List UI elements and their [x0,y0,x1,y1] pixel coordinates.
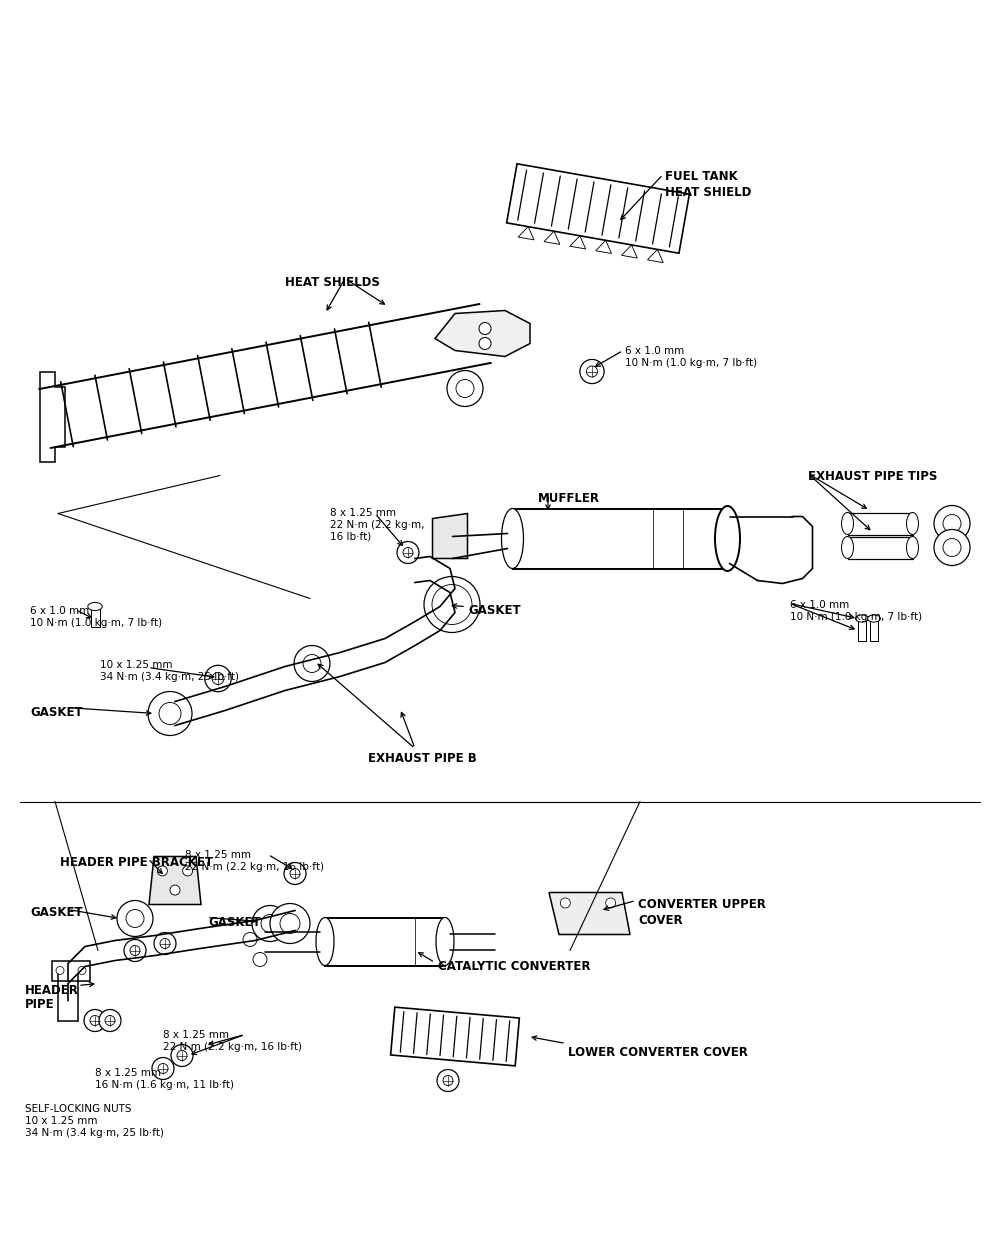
Ellipse shape [436,918,454,965]
Ellipse shape [580,360,604,383]
Polygon shape [549,892,630,934]
Bar [325,918,445,965]
Polygon shape [544,231,560,244]
Ellipse shape [842,537,854,558]
Polygon shape [622,245,637,258]
Polygon shape [149,856,201,905]
Polygon shape [435,310,530,357]
Ellipse shape [479,337,491,349]
Ellipse shape [906,513,918,534]
Text: 6 x 1.0 mm
10 N·m (1.0 kg·m, 7 lb·ft): 6 x 1.0 mm 10 N·m (1.0 kg·m, 7 lb·ft) [30,606,162,628]
Ellipse shape [205,665,231,691]
Ellipse shape [424,577,480,632]
Ellipse shape [56,967,64,974]
Text: 6 x 1.0 mm
10 N·m (1.0 kg·m, 7 lb·ft): 6 x 1.0 mm 10 N·m (1.0 kg·m, 7 lb·ft) [790,601,922,622]
Ellipse shape [447,371,483,406]
Bar [848,537,912,558]
Bar [870,618,878,641]
Ellipse shape [934,505,970,542]
Ellipse shape [84,1009,106,1032]
Text: HEADER PIPE BRACKET: HEADER PIPE BRACKET [60,856,213,869]
Ellipse shape [99,1009,121,1032]
Text: GASKET: GASKET [468,605,521,617]
Ellipse shape [252,905,288,941]
Bar [848,513,912,534]
Text: 8 x 1.25 mm
16 N·m (1.6 kg·m, 11 lb·ft): 8 x 1.25 mm 16 N·m (1.6 kg·m, 11 lb·ft) [95,1068,234,1090]
Text: SELF-LOCKING NUTS
10 x 1.25 mm
34 N·m (3.4 kg·m, 25 lb·ft): SELF-LOCKING NUTS 10 x 1.25 mm 34 N·m (3… [25,1105,164,1138]
Ellipse shape [316,918,334,965]
Text: 6 x 1.0 mm
10 N·m (1.0 kg·m, 7 lb·ft): 6 x 1.0 mm 10 N·m (1.0 kg·m, 7 lb·ft) [625,347,757,368]
Text: CATALYTIC CONVERTER: CATALYTIC CONVERTER [438,960,590,973]
Ellipse shape [437,1070,459,1091]
Ellipse shape [183,866,193,876]
Text: LOWER CONVERTER COVER: LOWER CONVERTER COVER [568,1046,748,1058]
Ellipse shape [906,537,918,558]
Polygon shape [507,163,689,253]
Ellipse shape [170,885,180,895]
Ellipse shape [124,939,146,962]
Polygon shape [518,226,534,240]
Ellipse shape [253,953,267,967]
Ellipse shape [934,529,970,566]
Ellipse shape [560,897,570,908]
Ellipse shape [479,323,491,334]
Ellipse shape [294,646,330,681]
Text: GASKET: GASKET [30,706,83,719]
Polygon shape [391,1007,519,1066]
Text: 8 x 1.25 mm
22 N·m (2.2 kg·m, 16 lb·ft): 8 x 1.25 mm 22 N·m (2.2 kg·m, 16 lb·ft) [163,1031,302,1052]
Ellipse shape [606,897,616,908]
Ellipse shape [284,862,306,885]
Ellipse shape [243,933,257,947]
Text: EXHAUST PIPE TIPS: EXHAUST PIPE TIPS [808,470,937,484]
Polygon shape [596,240,612,254]
Ellipse shape [715,507,740,571]
Polygon shape [570,236,586,249]
Text: HEADER
PIPE: HEADER PIPE [25,983,79,1012]
Polygon shape [40,372,65,461]
Ellipse shape [856,615,868,622]
Text: GASKET: GASKET [208,915,261,929]
Text: EXHAUST PIPE B: EXHAUST PIPE B [368,752,477,764]
Ellipse shape [117,900,153,936]
Text: 10 x 1.25 mm
34 N·m (3.4 kg·m, 25 lb·ft): 10 x 1.25 mm 34 N·m (3.4 kg·m, 25 lb·ft) [100,660,239,683]
Ellipse shape [88,602,102,611]
Ellipse shape [78,967,86,974]
Ellipse shape [171,1045,193,1066]
Ellipse shape [868,615,880,622]
Bar [90,606,100,626]
Text: 8 x 1.25 mm
22 N·m (2.2 kg·m,
16 lb·ft): 8 x 1.25 mm 22 N·m (2.2 kg·m, 16 lb·ft) [330,509,424,542]
Ellipse shape [152,1057,174,1080]
Polygon shape [432,514,467,558]
Ellipse shape [157,866,167,876]
Text: MUFFLER: MUFFLER [538,493,600,505]
Ellipse shape [270,904,310,944]
Ellipse shape [397,542,419,563]
Polygon shape [52,960,90,980]
Bar [858,618,866,641]
Text: CONVERTER UPPER
COVER: CONVERTER UPPER COVER [638,899,766,926]
Ellipse shape [154,933,176,954]
Ellipse shape [148,691,192,735]
Ellipse shape [502,509,524,568]
Polygon shape [647,249,663,263]
Text: 8 x 1.25 mm
22 N·m (2.2 kg·m, 16 lb·ft): 8 x 1.25 mm 22 N·m (2.2 kg·m, 16 lb·ft) [185,851,324,872]
Text: GASKET: GASKET [30,906,83,920]
Text: HEAT SHIELDS: HEAT SHIELDS [285,275,380,289]
Bar [512,509,728,568]
Text: FUEL TANK
HEAT SHIELD: FUEL TANK HEAT SHIELD [665,171,751,199]
Ellipse shape [842,513,854,534]
